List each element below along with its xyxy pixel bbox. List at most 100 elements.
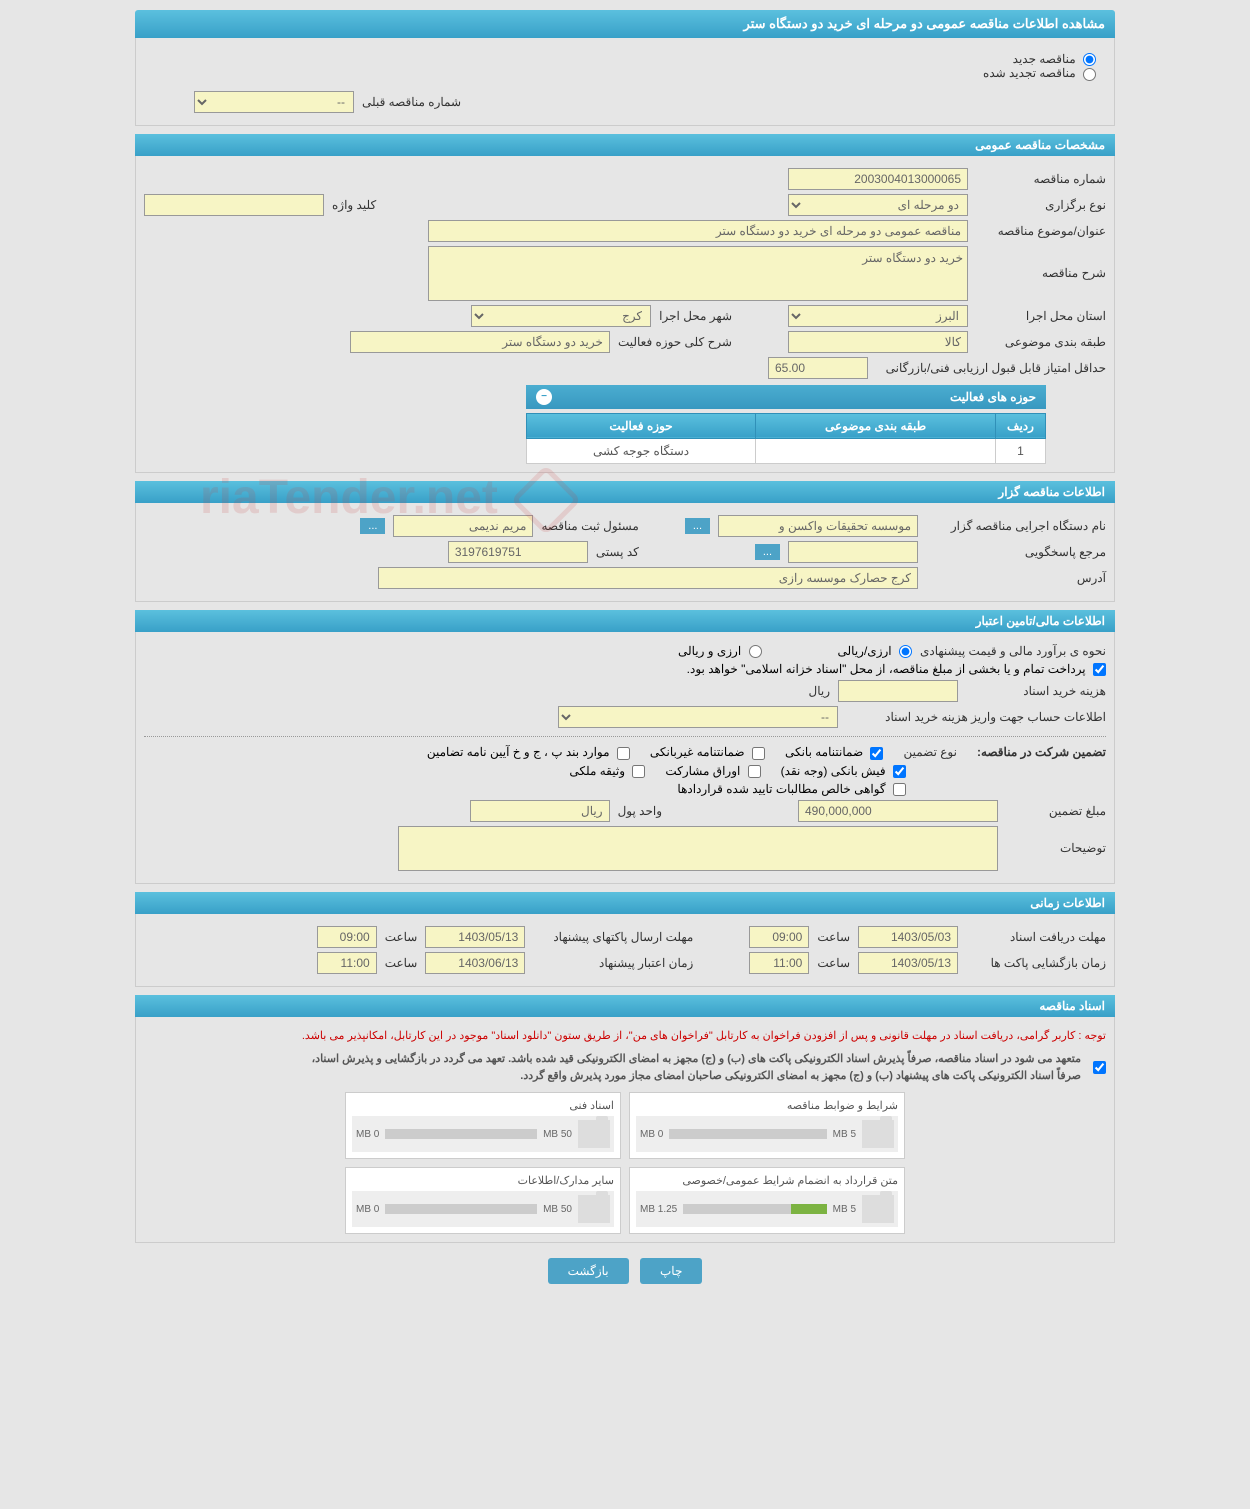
holding-type-select[interactable]: دو مرحله ای — [788, 194, 968, 216]
table-row: 1دستگاه جوجه کشی — [527, 438, 1046, 463]
validity-date[interactable] — [425, 952, 525, 974]
province-label: استان محل اجرا — [976, 309, 1106, 323]
time-label-4: ساعت — [385, 956, 418, 970]
file-total: 50 MB — [543, 1129, 572, 1140]
radio-renewed-tender[interactable]: مناقصه تجدید شده — [983, 66, 1096, 80]
opening-date[interactable] — [858, 952, 958, 974]
validity-time[interactable] — [317, 952, 377, 974]
tender-number-label: شماره مناقصه — [976, 172, 1106, 186]
notes-textarea[interactable] — [398, 826, 998, 871]
org-name-input[interactable] — [718, 515, 918, 537]
activity-desc-input[interactable] — [350, 331, 610, 353]
chk-property[interactable]: وثیقه ملکی — [569, 764, 645, 778]
section-organizer-header: اطلاعات مناقصه گزار — [135, 481, 1115, 503]
contact-browse-button[interactable]: ... — [755, 544, 780, 560]
file-box[interactable]: اسناد فنی 50 MB 0 MB — [345, 1092, 621, 1159]
tender-number-input[interactable] — [788, 168, 968, 190]
folder-icon — [862, 1195, 894, 1223]
activity-table: ردیف طبقه بندی موضوعی حوزه فعالیت 1دستگا… — [526, 413, 1046, 464]
org-name-label: نام دستگاه اجرایی مناقصه گزار — [926, 519, 1106, 533]
doc-deadline-label: مهلت دریافت اسناد — [966, 930, 1106, 944]
file-used: 0 MB — [356, 1204, 379, 1215]
guarantee-amount-input[interactable] — [798, 800, 998, 822]
file-title: اسناد فنی — [352, 1099, 614, 1116]
min-score-input[interactable] — [768, 357, 868, 379]
section-docs-header: اسناد مناقصه — [135, 995, 1115, 1017]
opening-time[interactable] — [749, 952, 809, 974]
currency-unit-input[interactable] — [470, 800, 610, 822]
file-used: 0 MB — [356, 1129, 379, 1140]
file-total: 50 MB — [543, 1204, 572, 1215]
file-box[interactable]: متن قرارداد به انضمام شرایط عمومی/خصوصی … — [629, 1167, 905, 1234]
estimate-label: نحوه ی برآورد مالی و قیمت پیشنهادی — [920, 644, 1106, 658]
account-select[interactable]: -- — [558, 706, 838, 728]
guarantee-type-label: نوع تضمین — [903, 745, 956, 759]
keyword-input[interactable] — [144, 194, 324, 216]
category-input[interactable] — [788, 331, 968, 353]
province-select[interactable]: البرز — [788, 305, 968, 327]
prev-tender-label: شماره مناقصه قبلی — [362, 95, 461, 109]
validity-label: زمان اعتبار پیشنهاد — [533, 956, 693, 970]
description-textarea[interactable]: خرید دو دستگاه ستر — [428, 246, 968, 301]
radio-both[interactable]: ارزی و ریالی — [678, 644, 762, 658]
radio-new-label: مناقصه جدید — [1013, 52, 1076, 66]
radio-renewed-label: مناقصه تجدید شده — [983, 66, 1076, 80]
file-used: 1.25 MB — [640, 1204, 677, 1215]
folder-icon — [578, 1195, 610, 1223]
subject-label: عنوان/موضوع مناقصه — [976, 224, 1106, 238]
registrar-browse-button[interactable]: ... — [360, 518, 385, 534]
address-input[interactable] — [378, 567, 918, 589]
submit-deadline-time[interactable] — [317, 926, 377, 948]
treasury-checkbox[interactable]: پرداخت تمام و یا بخشی از مبلغ مناقصه، از… — [687, 662, 1106, 676]
submit-deadline-date[interactable] — [425, 926, 525, 948]
contact-label: مرجع پاسخگویی — [926, 545, 1106, 559]
prev-tender-select[interactable]: -- — [194, 91, 354, 113]
chk-cash[interactable]: فیش بانکی (وجه نقد) — [781, 764, 906, 778]
file-used: 0 MB — [640, 1129, 663, 1140]
subject-input[interactable] — [428, 220, 968, 242]
back-button[interactable]: بازگشت — [548, 1258, 629, 1284]
chk-nonbank[interactable]: ضمانتنامه غیربانکی — [650, 745, 765, 759]
radio-rial[interactable]: ارزی/ریالی — [838, 644, 912, 658]
time-label-3: ساعت — [817, 956, 850, 970]
doc-cost-label: هزینه خرید اسناد — [966, 684, 1106, 698]
section-general-header: مشخصات مناقصه عمومی — [135, 134, 1115, 156]
postal-input[interactable] — [448, 541, 588, 563]
section-financial-header: اطلاعات مالی/تامین اعتبار — [135, 610, 1115, 632]
opening-label: زمان بازگشایی پاکت ها — [966, 956, 1106, 970]
file-total: 5 MB — [833, 1204, 856, 1215]
page-title: مشاهده اطلاعات مناقصه عمومی دو مرحله ای … — [135, 10, 1115, 38]
city-label: شهر محل اجرا — [659, 309, 732, 323]
city-select[interactable]: کرج — [471, 305, 651, 327]
address-label: آدرس — [926, 571, 1106, 585]
contact-input[interactable] — [788, 541, 918, 563]
file-box[interactable]: سایر مدارک/اطلاعات 50 MB 0 MB — [345, 1167, 621, 1234]
description-label: شرح مناقصه — [976, 246, 1106, 280]
chk-bonds[interactable]: اوراق مشارکت — [665, 764, 760, 778]
progress-bar — [669, 1129, 826, 1139]
radio-new-tender[interactable]: مناقصه جدید — [1013, 52, 1096, 66]
min-score-label: حداقل امتیاز قابل قبول ارزیابی فنی/بازرگ… — [876, 361, 1106, 375]
registrar-input[interactable] — [393, 515, 533, 537]
print-button[interactable]: چاپ — [640, 1258, 702, 1284]
progress-bar — [385, 1204, 537, 1214]
notes-label: توضیحات — [1006, 826, 1106, 855]
currency-unit-label: واحد پول — [618, 804, 662, 818]
doc-deadline-date[interactable] — [858, 926, 958, 948]
doc-cost-input[interactable] — [838, 680, 958, 702]
chk-regulation[interactable]: موارد بند پ ، ج و خ آیین نامه تضامین — [427, 745, 630, 759]
folder-icon — [862, 1120, 894, 1148]
postal-label: کد پستی — [596, 545, 639, 559]
progress-bar — [683, 1204, 826, 1214]
commitment-checkbox[interactable] — [1093, 1061, 1106, 1074]
chk-bank[interactable]: ضمانتنامه بانکی — [785, 745, 884, 759]
collapse-icon[interactable]: − — [536, 389, 552, 405]
file-title: سایر مدارک/اطلاعات — [352, 1174, 614, 1191]
registrar-label: مسئول ثبت مناقصه — [541, 519, 638, 533]
submit-deadline-label: مهلت ارسال پاکتهای پیشنهاد — [533, 930, 693, 944]
time-label-2: ساعت — [385, 930, 418, 944]
chk-certificate[interactable]: گواهی خالص مطالبات تایید شده قراردادها — [677, 782, 906, 796]
doc-deadline-time[interactable] — [749, 926, 809, 948]
org-browse-button[interactable]: ... — [685, 518, 710, 534]
file-box[interactable]: شرایط و ضوابط مناقصه 5 MB 0 MB — [629, 1092, 905, 1159]
